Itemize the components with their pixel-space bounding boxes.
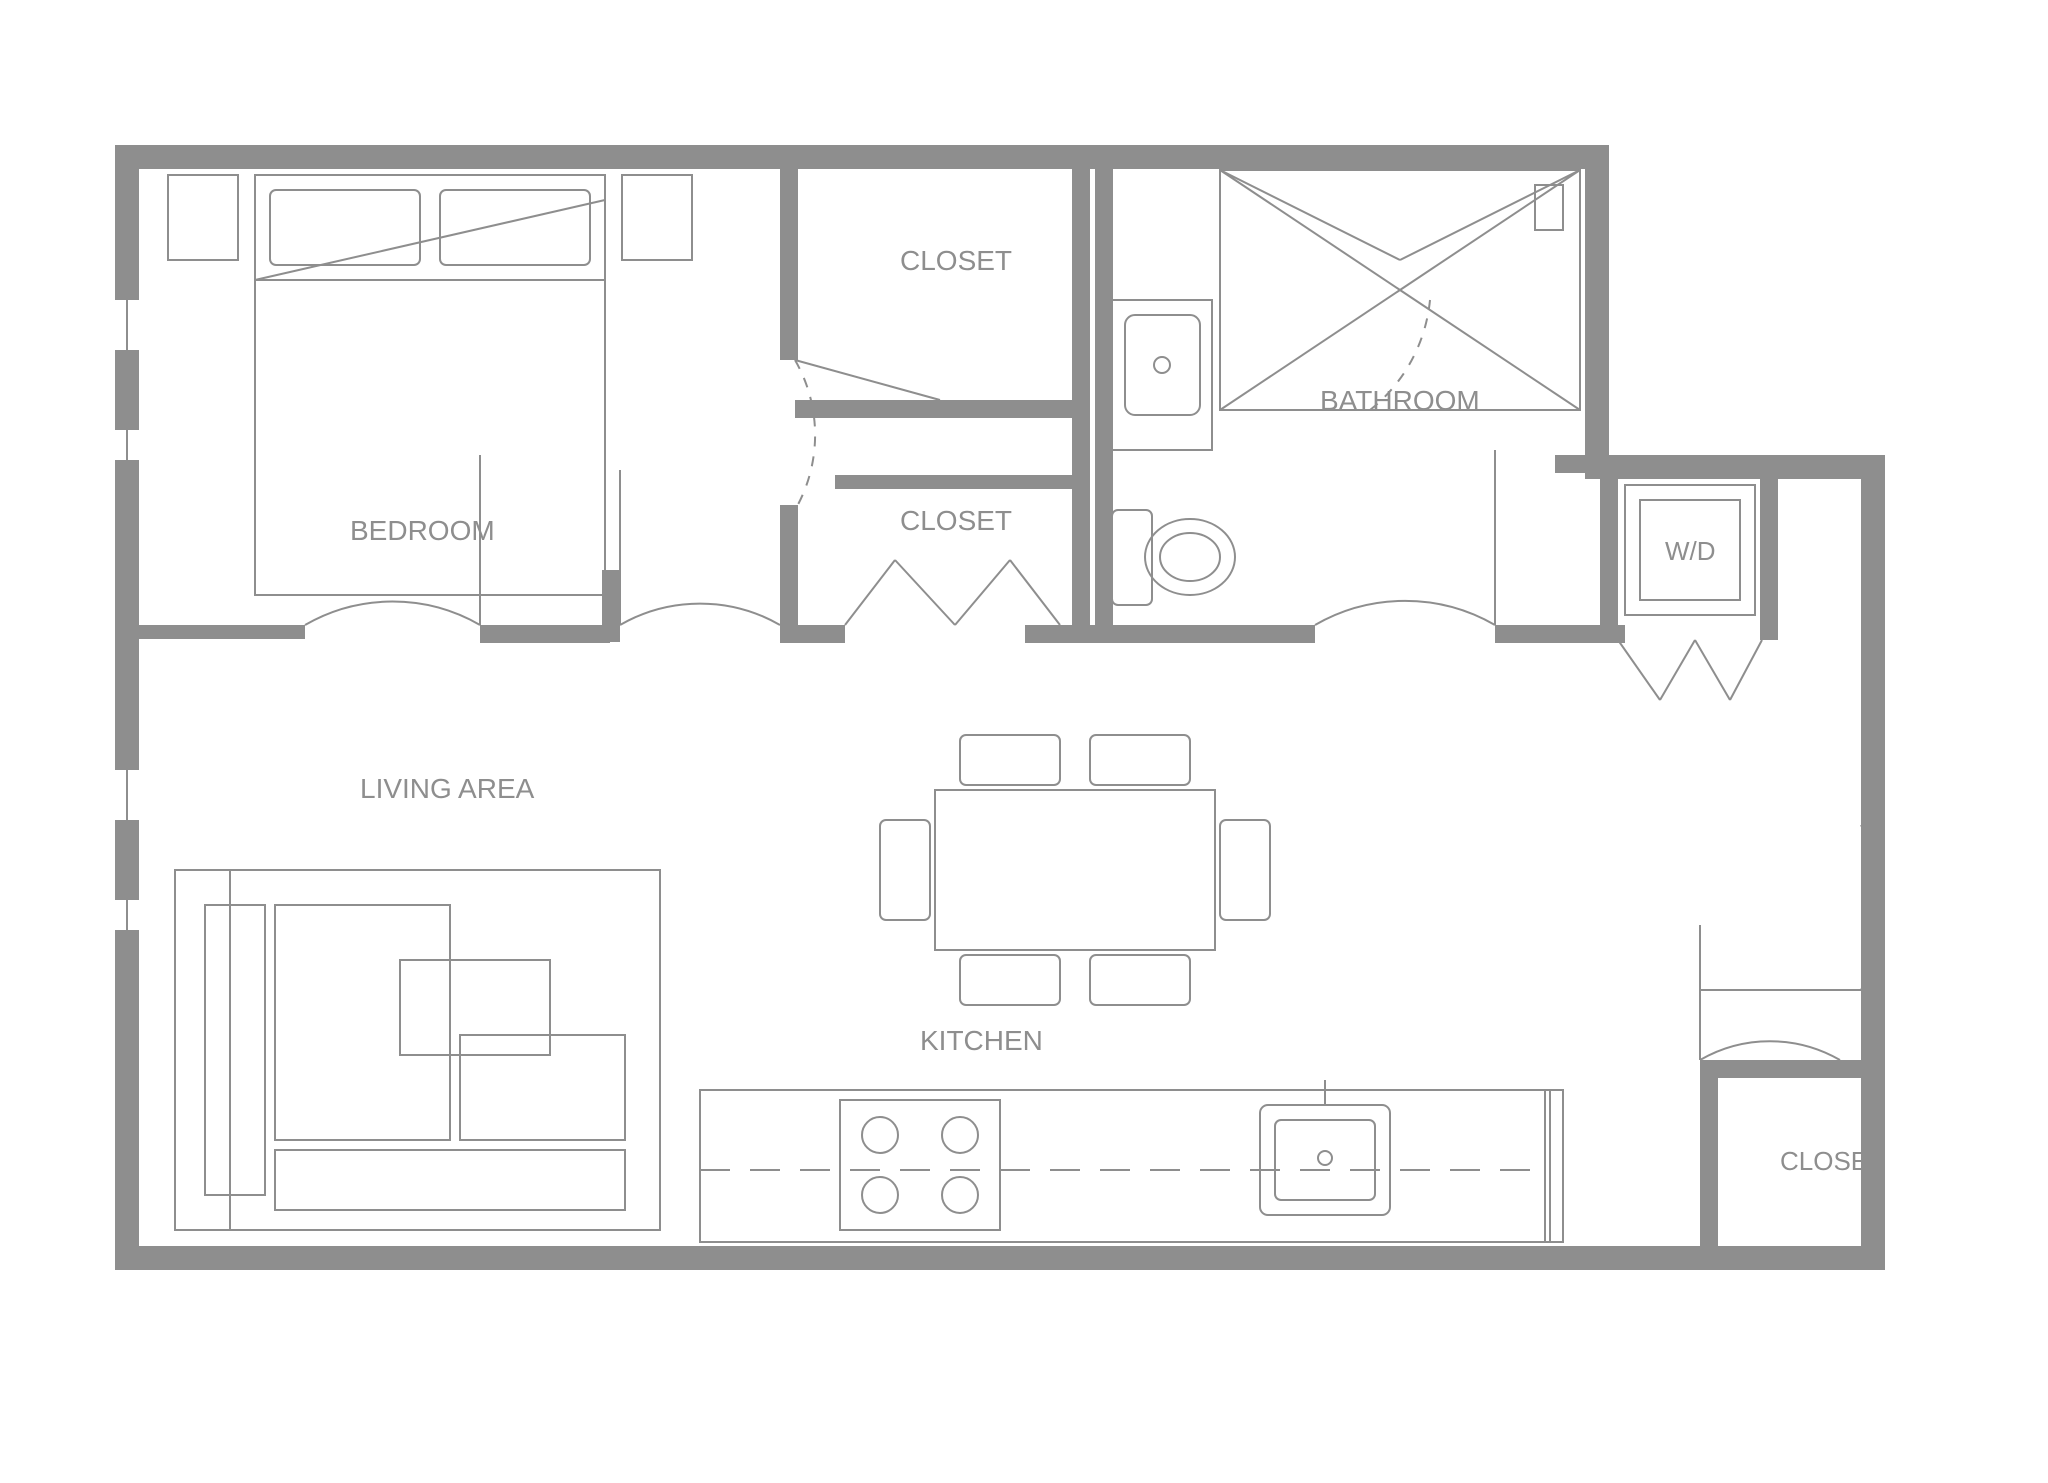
floor-plan: BEDROOM CLOSET CLOSET BATHROOM W/D LIVIN… bbox=[0, 0, 2048, 1483]
label-closet3: CLOSET bbox=[1780, 1146, 1884, 1176]
label-bathroom: BATHROOM bbox=[1320, 385, 1480, 416]
label-closet1: CLOSET bbox=[900, 245, 1012, 276]
labels: BEDROOM CLOSET CLOSET BATHROOM W/D LIVIN… bbox=[350, 245, 1884, 1176]
living-furniture bbox=[175, 870, 660, 1230]
label-living: LIVING AREA bbox=[360, 773, 535, 804]
dining-set bbox=[880, 735, 1270, 1005]
kitchen-counter bbox=[700, 1080, 1563, 1242]
label-wd: W/D bbox=[1665, 536, 1716, 566]
label-bedroom: BEDROOM bbox=[350, 515, 495, 546]
label-closet2: CLOSET bbox=[900, 505, 1012, 536]
label-kitchen: KITCHEN bbox=[920, 1025, 1043, 1056]
